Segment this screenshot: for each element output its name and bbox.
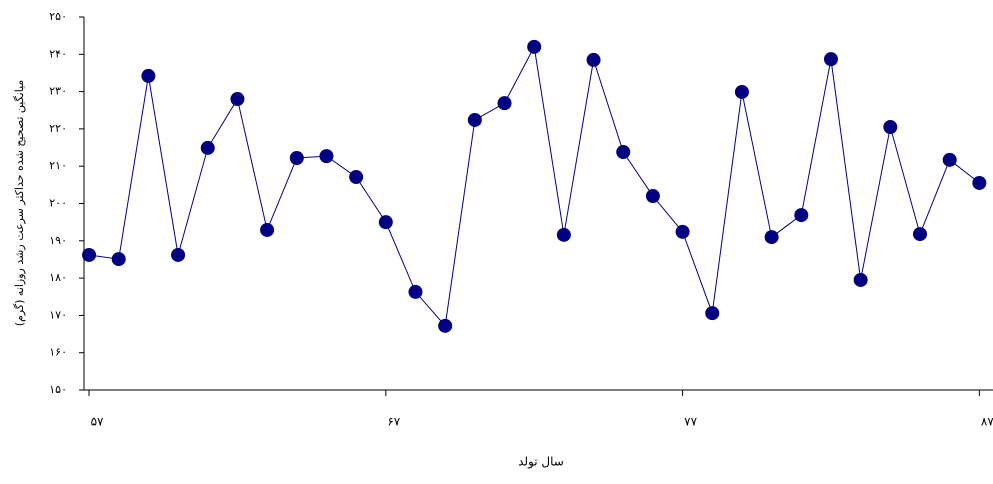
marker [586, 52, 601, 67]
marker [378, 215, 393, 230]
y-tick-label: ۱۹۰ [49, 234, 67, 247]
marker [349, 170, 364, 185]
marker [734, 84, 749, 99]
x-tick-label: ۷۷ [684, 415, 697, 429]
marker [645, 189, 660, 204]
y-axis-title: میانگین تصحیح شده حداکثر سرعت رشد روزانه… [13, 80, 26, 327]
marker [764, 230, 779, 245]
marker [705, 306, 720, 321]
y-tick-label: ۱۵۰ [49, 383, 67, 396]
marker [230, 92, 245, 107]
marker [527, 39, 542, 54]
marker [200, 140, 215, 155]
marker [972, 175, 987, 190]
y-tick-label: ۱۶۰ [49, 346, 67, 359]
marker [438, 318, 453, 333]
marker [942, 152, 957, 167]
marker [260, 222, 275, 237]
marker [556, 227, 571, 242]
marker [883, 120, 898, 135]
marker [853, 272, 868, 287]
y-tick-label: ۱۸۰ [49, 271, 67, 284]
x-axis-title: سال تولد [518, 455, 564, 470]
x-tick-label: ۵۷ [91, 415, 104, 429]
marker [616, 145, 631, 160]
marker [794, 208, 809, 223]
marker [912, 227, 927, 242]
y-tick-label: ۲۵۰ [49, 10, 67, 23]
y-tick-label: ۲۱۰ [49, 159, 67, 172]
y-tick-label: ۲۰۰ [49, 197, 67, 210]
marker [408, 284, 423, 299]
marker [141, 68, 156, 83]
marker [171, 247, 186, 262]
y-tick-label: ۱۷۰ [49, 308, 67, 321]
marker [82, 247, 97, 262]
y-tick-label: ۲۴۰ [49, 47, 67, 60]
marker [289, 150, 304, 165]
x-tick-label: ۸۷ [981, 415, 993, 429]
marker [497, 96, 512, 111]
marker [319, 149, 334, 164]
marker [675, 224, 690, 239]
marker [111, 252, 126, 267]
x-tick-label: ۶۷ [387, 415, 400, 429]
y-tick-label: ۲۳۰ [49, 85, 67, 98]
marker [467, 112, 482, 127]
y-tick-label: ۲۲۰ [49, 122, 67, 135]
line [88, 45, 980, 327]
marker [823, 52, 838, 67]
